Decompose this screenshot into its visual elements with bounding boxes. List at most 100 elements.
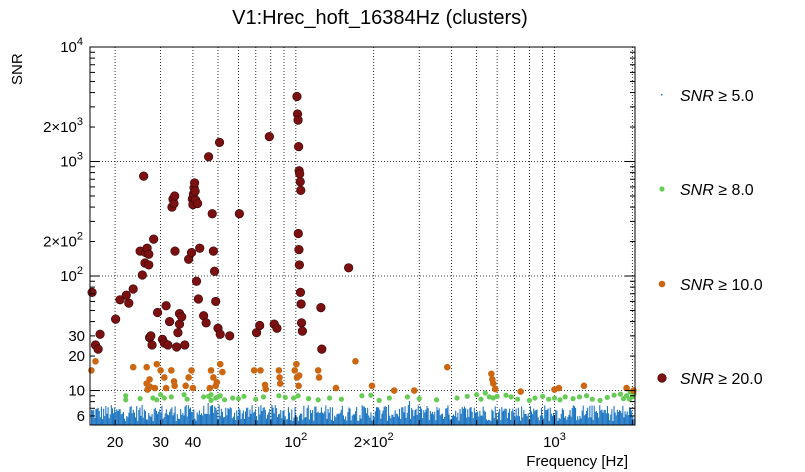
noise-bar (504, 408, 506, 425)
data-point (296, 185, 306, 195)
data-point (478, 396, 484, 402)
noise-bar (254, 409, 256, 425)
data-point (93, 344, 103, 354)
noise-bar (558, 417, 560, 425)
noise-bar (151, 413, 153, 425)
noise-bar (126, 416, 128, 425)
noise-bar (105, 405, 107, 425)
data-point (532, 395, 538, 401)
noise-bar (562, 409, 564, 425)
noise-bar (573, 406, 575, 425)
noise-bar (361, 405, 363, 425)
noise-bar (147, 419, 149, 425)
noise-bar (561, 408, 563, 425)
noise-bar (403, 412, 405, 425)
noise-bar (238, 407, 240, 425)
noise-bar (487, 420, 489, 425)
noise-bar (325, 405, 327, 425)
data-point (295, 287, 306, 297)
noise-bar (583, 415, 585, 425)
data-point (293, 360, 300, 368)
noise-bar (219, 415, 221, 425)
noise-bar (408, 400, 410, 425)
noise-bar (338, 414, 340, 425)
noise-bar (631, 410, 633, 425)
data-point (562, 394, 568, 400)
noise-bar (99, 417, 101, 425)
noise-bar (603, 409, 605, 425)
data-point (158, 392, 164, 398)
data-point (464, 393, 470, 399)
noise-bar (168, 415, 170, 425)
noise-bar (100, 406, 102, 425)
noise-bar (437, 410, 439, 425)
data-point (152, 307, 163, 318)
noise-bar (439, 415, 441, 425)
noise-bar (549, 407, 551, 425)
noise-bar (264, 409, 266, 425)
noise-bar (331, 407, 333, 425)
data-point (230, 395, 236, 401)
data-point (291, 367, 299, 374)
noise-bar (429, 411, 431, 425)
data-point (121, 290, 131, 300)
data-point (219, 368, 226, 376)
noise-bar (248, 416, 250, 425)
noise-bar (259, 414, 261, 425)
axis-ticks (90, 46, 635, 425)
noise-bar (143, 409, 145, 425)
noise-bar (481, 415, 483, 425)
noise-bar (529, 406, 531, 425)
data-point (557, 397, 563, 403)
noise-bar (209, 406, 211, 425)
noise-bar (495, 412, 497, 425)
noise-bar (91, 409, 93, 425)
noise-bar (446, 408, 448, 425)
data-point (180, 340, 190, 350)
noise-bar (440, 414, 442, 425)
noise-bar (355, 411, 357, 425)
noise-bar (386, 420, 388, 425)
data-point (208, 392, 214, 398)
noise-bar (466, 417, 468, 425)
noise-bar (628, 407, 630, 425)
noise-bar (527, 413, 529, 425)
noise-bar (588, 417, 590, 425)
noise-bar (384, 406, 386, 425)
data-point (262, 385, 270, 393)
data-point (282, 394, 288, 401)
data-point (623, 384, 630, 392)
noise-bar (221, 411, 223, 425)
noise-bar (120, 414, 122, 425)
data-point (123, 397, 129, 403)
noise-bar (240, 418, 242, 425)
noise-bar (296, 416, 298, 425)
noise-bar (275, 408, 277, 425)
noise-bar (613, 406, 615, 425)
data-point (404, 394, 411, 400)
noise-bar (117, 410, 119, 425)
noise-bar (626, 411, 628, 425)
noise-bar (391, 414, 393, 425)
noise-bar (116, 409, 118, 425)
noise-bar (447, 405, 449, 425)
noise-bar (483, 410, 485, 425)
noise-bar (196, 412, 198, 425)
noise-bar (569, 409, 571, 425)
data-point (209, 266, 220, 276)
noise-bar (418, 414, 420, 425)
data-point (204, 152, 214, 162)
noise-bar (197, 414, 199, 425)
noise-bar (382, 410, 384, 425)
noise-bar (129, 406, 131, 425)
noise-bar (276, 417, 278, 425)
noise-bar (373, 416, 375, 425)
noise-bar (438, 408, 440, 425)
legend-marker (661, 94, 663, 96)
noise-bar (290, 420, 292, 425)
data-point (293, 228, 303, 239)
noise-bar (604, 410, 606, 425)
noise-bar (320, 407, 322, 425)
noise-bar (135, 417, 137, 425)
noise-bar (225, 407, 227, 425)
